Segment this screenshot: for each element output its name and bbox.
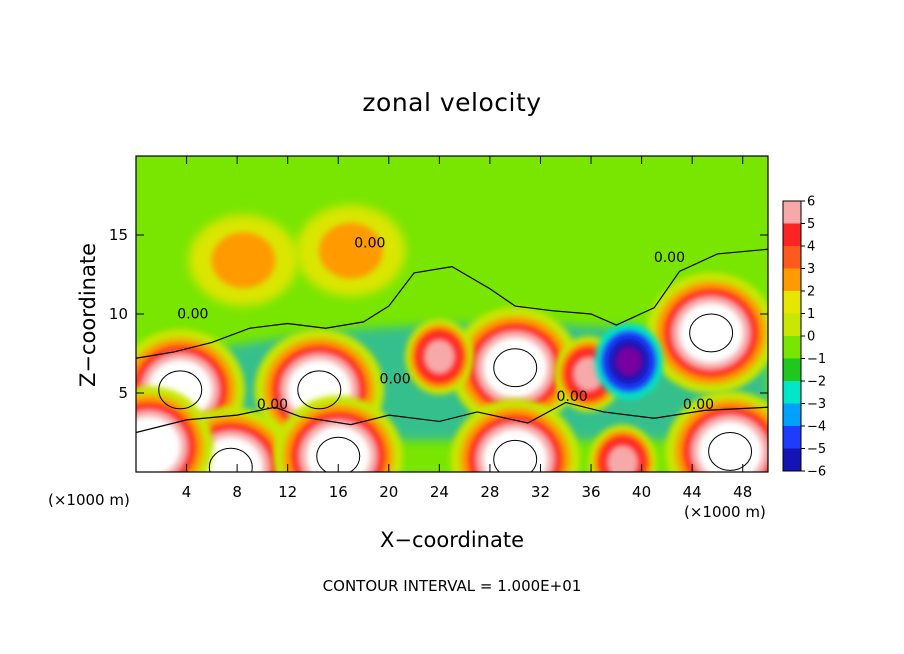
colorbar-swatch-9 — [783, 403, 801, 426]
field-level — [319, 222, 383, 279]
contour-lines — [136, 248, 768, 472]
chart-title: zonal velocity — [362, 88, 542, 117]
contour-label-0: 0.00 — [354, 236, 385, 252]
colorbar-swatch-4 — [783, 291, 801, 314]
field-extremum-2 — [450, 307, 580, 429]
colorbar-label-7: −1 — [807, 352, 826, 367]
velocity-field — [136, 156, 768, 472]
colorbar-label-9: −3 — [807, 397, 826, 412]
field-level — [305, 425, 371, 472]
closed-contour-4 — [208, 447, 253, 472]
x-tick-label-2: 12 — [278, 483, 297, 501]
x-tick-label-1: 8 — [232, 483, 242, 501]
field-extremum-4 — [554, 336, 623, 412]
colorbar-swatch-3 — [783, 268, 801, 291]
contour-label-6: 0.00 — [683, 397, 714, 413]
x-axis-ticks: 4 8 12 16 20 24 28 32 36 40 44 48 — [182, 156, 752, 501]
colorbar-label-8: −2 — [807, 375, 826, 390]
field-level — [615, 346, 643, 377]
y-unit-label: (×1000 m) — [48, 491, 130, 509]
field-level — [211, 232, 276, 289]
field-level — [482, 337, 548, 399]
y-tick-label-1: 10 — [109, 305, 128, 323]
x-tick-label-5: 24 — [430, 483, 449, 501]
colorbar: 6 5 4 3 2 1 0 −1 −2 −3 −4 −5 −6 — [782, 195, 826, 480]
x-unit-label: (×1000 m) — [684, 503, 766, 521]
colorbar-label-10: −4 — [807, 420, 826, 435]
field-level — [697, 421, 763, 472]
zero-contour-upper — [136, 248, 768, 359]
field-extremum-9 — [450, 398, 580, 472]
colorbar-swatch-8 — [783, 381, 801, 404]
x-tick-label-6: 28 — [480, 483, 499, 501]
field-extremum-8 — [273, 395, 403, 472]
contour-interval-note: CONTOUR INTERVAL = 1.000E+01 — [322, 577, 582, 595]
colorbar-swatch-11 — [783, 448, 801, 471]
closed-contour-6 — [493, 439, 538, 472]
field-level — [423, 338, 456, 375]
field-extremum-12 — [588, 424, 657, 472]
x-tick-label-10: 44 — [683, 483, 702, 501]
field-extremum-10 — [665, 390, 768, 472]
field-extremum-14 — [188, 214, 299, 306]
x-tick-label-9: 40 — [632, 483, 651, 501]
colorbar-swatch-0 — [783, 201, 801, 224]
x-tick-label-7: 32 — [531, 483, 550, 501]
field-extremum-13 — [296, 205, 406, 297]
contour-label-2: 0.00 — [380, 372, 411, 388]
closed-contour-5 — [316, 436, 361, 472]
contour-label-3: 0.00 — [257, 397, 288, 413]
colorbar-swatch-10 — [783, 426, 801, 449]
x-tick-label-4: 20 — [379, 483, 398, 501]
x-axis-label: X−coordinate — [380, 528, 524, 552]
x-tick-label-0: 4 — [182, 483, 192, 501]
field-level — [198, 436, 264, 472]
closed-contour-7 — [708, 432, 753, 471]
y-axis-ticks: 5 10 15 — [109, 226, 768, 402]
closed-contour-2 — [493, 348, 538, 388]
x-tick-label-3: 16 — [329, 483, 348, 501]
contour-labels: 0.00 0.00 0.00 0.00 0.00 0.00 0.00 — [177, 236, 714, 413]
colorbar-swatch-7 — [783, 358, 801, 381]
x-tick-label-11: 48 — [733, 483, 752, 501]
colorbar-label-4: 2 — [807, 285, 815, 300]
closed-contour-0 — [158, 370, 203, 410]
colorbar-label-5: 1 — [807, 307, 815, 322]
colorbar-label-0: 6 — [807, 195, 815, 210]
closed-contour-1 — [297, 370, 342, 410]
field-level — [678, 302, 744, 364]
contour-label-4: 0.00 — [556, 389, 587, 405]
contour-label-5: 0.00 — [654, 250, 685, 266]
field-extremum-3 — [646, 272, 768, 394]
y-tick-label-2: 15 — [109, 226, 128, 244]
field-extremum-6 — [594, 323, 664, 400]
field-level — [606, 444, 639, 472]
colorbar-swatch-2 — [783, 246, 801, 269]
colorbar-label-11: −5 — [807, 442, 826, 457]
colorbar-label-3: 3 — [807, 262, 815, 277]
colorbar-label-1: 5 — [807, 217, 815, 232]
colorbar-swatch-6 — [783, 336, 801, 359]
field-extremum-5 — [405, 318, 474, 395]
colorbar-label-12: −6 — [807, 465, 826, 480]
colorbar-label-2: 4 — [807, 240, 815, 255]
colorbar-label-6: 0 — [807, 330, 815, 345]
zero-contour-lower — [136, 401, 768, 434]
y-tick-label-0: 5 — [118, 384, 128, 402]
field-level — [136, 416, 181, 472]
contour-label-1: 0.00 — [177, 307, 208, 323]
x-tick-label-8: 36 — [581, 483, 600, 501]
closed-contour-3 — [689, 313, 734, 353]
field-level — [482, 429, 548, 472]
colorbar-swatch-5 — [783, 313, 801, 336]
colorbar-swatch-1 — [783, 223, 801, 246]
